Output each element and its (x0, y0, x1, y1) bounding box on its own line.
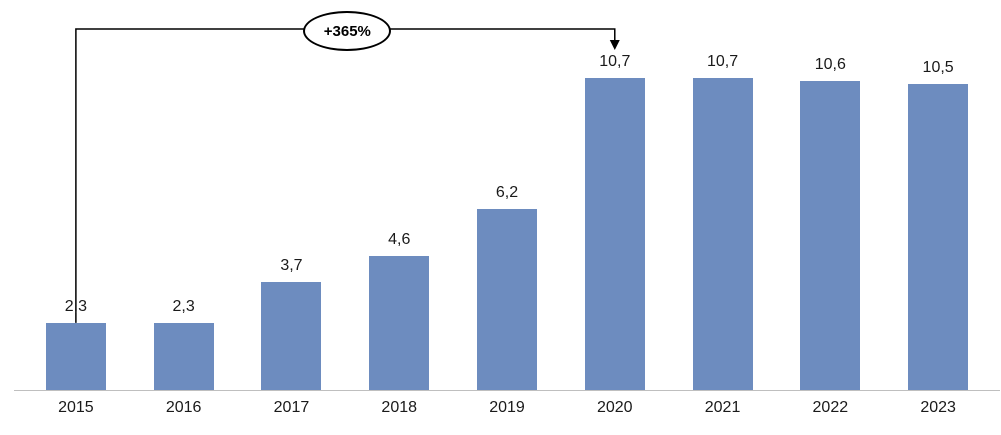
x-axis-label-2022: 2022 (812, 399, 849, 416)
bar-2016 (153, 322, 214, 390)
bar-value-label-2020: 10,7 (599, 53, 631, 70)
bar-2020 (584, 78, 645, 390)
bar-2021 (692, 78, 753, 390)
bar-value-label-2016: 2,3 (172, 297, 195, 315)
x-axis-label-2018: 2018 (381, 399, 418, 416)
bar-2017 (261, 282, 322, 390)
x-axis-label-2023: 2023 (920, 399, 956, 416)
x-axis-line (14, 390, 1000, 391)
bar-value-label-2017: 3,7 (280, 257, 303, 275)
bar-value-label-2018: 4,6 (388, 230, 411, 248)
bar-value-label-2022: 10,6 (814, 55, 846, 73)
x-axis-label-2020: 2020 (596, 399, 633, 416)
growth-annotation-badge: +365% (303, 11, 392, 51)
bar-2022 (800, 80, 861, 390)
x-axis-label-2015: 2015 (58, 399, 94, 416)
x-axis-label-2016: 2016 (165, 399, 202, 416)
bar-2019 (477, 209, 537, 390)
x-axis-label-2019: 2019 (489, 399, 525, 416)
growth-annotation-label: +365% (323, 22, 371, 40)
bar-value-label-2021: 10,7 (706, 53, 739, 70)
bar-value-label-2015: 2,3 (64, 297, 87, 315)
bar-2015 (45, 322, 106, 390)
bar-value-label-2019: 6,2 (495, 184, 519, 202)
bar-2018 (369, 255, 430, 390)
bar-value-label-2023: 10,5 (922, 58, 954, 76)
x-axis-label-2017: 2017 (273, 399, 310, 416)
x-axis-label-2021: 2021 (704, 399, 741, 416)
bar-2023 (908, 83, 969, 390)
